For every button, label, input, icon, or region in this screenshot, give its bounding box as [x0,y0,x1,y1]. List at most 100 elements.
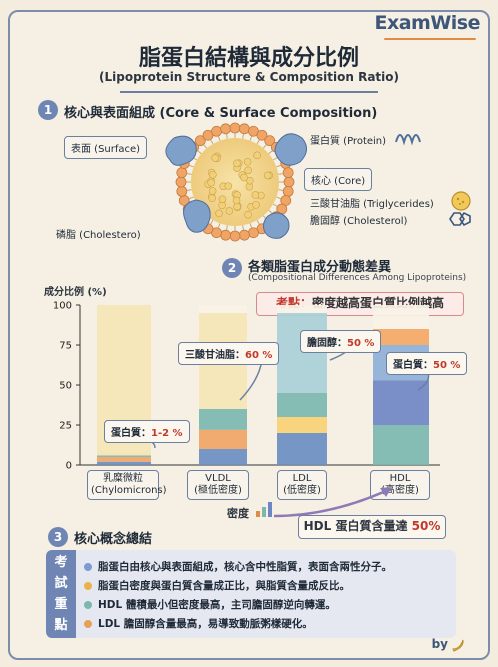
phospholipid-tail [242,225,245,231]
core-lipid-droplet [224,182,233,190]
summary-bullet-2: 脂蛋白密度與蛋白質含量成正比，與脂質含量成反比。 [84,578,350,593]
phospholipid-head [229,122,241,134]
phospholipid-head [220,123,232,135]
callout-hdl-protein-value: 50 % [433,360,461,371]
label-core: 核心 (Core) [304,168,373,191]
side-char-4: 點 [54,618,68,633]
category-ldl-name: LDL [292,473,312,484]
phospholipid-head [220,229,232,241]
y-tick-label: 50 [59,381,72,392]
core-lipid-droplet [225,207,234,215]
callout-chylo-protein: 蛋白質：1-2 % [104,420,190,443]
phospholipid-head [175,176,187,188]
y-tick-label: 100 [53,301,72,312]
triglyceride-droplet-icon [451,191,471,211]
core-lipid-droplet [252,201,260,209]
phospholipid-tail [262,144,267,149]
composition-stacked-bar-chart: 0 25 50 75 100 [53,301,440,472]
category-vldl: VLDL (極低密度) [187,470,249,500]
protein-blob-bottom-right [263,212,290,239]
density-bars-icon [256,502,272,517]
summary-bullet-1-text: 脂蛋白由核心與表面組成，核心含中性脂質，表面含兩性分子。 [98,561,392,573]
bar-segment-teal [277,393,327,417]
category-hdl-name: HDL [389,473,411,484]
y-tick-label: 25 [59,421,72,432]
core-lipid-droplet [263,171,272,180]
bullet-dot [84,582,92,590]
phospholipid-tail [256,139,260,145]
label-surface: 表面 (Surface) [64,136,148,159]
category-hdl-chinese: (高密度) [381,485,419,496]
density-axis-label: 密度 [227,507,249,520]
summary-bullet-4-text: LDL 膽固醇含量最高，易導致動脈粥樣硬化。 [98,618,313,630]
phospholipid-tail [276,196,282,200]
phospholipid-tail [256,219,260,225]
exam-highlight: 考點：密度越高蛋白質比例越高 [256,292,464,316]
summary-bullet-2-text: 脂蛋白密度與蛋白質含量成正比，與脂質含量成反比。 [98,580,350,592]
banana-icon [452,639,464,652]
callout-ldl-chol-value: 50 % [347,338,375,349]
callout-hdl-protein: 蛋白質：50 % [386,352,468,375]
core-lipid-droplet [215,209,223,218]
phospholipid-head [211,125,222,137]
core-lipid-droplet [244,166,252,175]
core-lipid-droplet [240,173,248,182]
bar-segment-teal [373,425,429,465]
bar-segment-blue [373,380,429,425]
core-lipid-droplet [233,159,241,168]
page-subtitle: (Lipoprotein Structure & Composition Rat… [98,70,400,84]
phospholipid-tail [197,150,202,155]
summary-side-label: 考 試 重 點 [46,550,76,638]
category-ldl-chinese: (低密度) [283,485,321,496]
phospholipid-tail [272,157,278,161]
phospholipid-tail [188,196,194,200]
summary-bullet-4: LDL 膽固醇含量最高，易導致動脈粥樣硬化。 [84,616,313,631]
phospholipid-head [238,229,250,241]
phospholipid-tail [225,133,228,139]
phospholipid-head [229,230,241,242]
category-vldl-chinese: (極低密度) [194,485,242,496]
category-chylomicrons: 乳糜微粒 (Chylomicrons) [87,470,167,500]
hdl-protein-summary: HDL 蛋白質含量達 50% [298,515,446,539]
bullet-dot [84,563,92,571]
phospholipid-tail [249,135,253,141]
core-lipid-droplet [211,154,220,162]
section-2-number: 2 [222,258,242,278]
phospholipid-head [264,135,276,147]
summary-bullet-3-text: HDL 體積最小但密度最高，主司膽固醇逆向轉運。 [98,599,336,611]
section-2-title: 各類脂蛋白成分動態差異 [248,260,392,275]
phospholipid-tail [217,223,221,229]
phospholipid-tail [278,189,284,192]
section-1-number: 1 [38,100,58,120]
side-char-1: 考 [54,555,68,570]
category-hdl: HDL (高密度) [370,470,430,500]
brand-logo: ExamWise [374,12,480,34]
chart-y-axis-label: 成分比例 (%) [44,287,107,298]
bar-segment-blue [97,461,151,465]
phospholipid-tail [186,172,192,175]
callout-vldl-tg-label: 三酸甘油脂： [185,350,245,361]
phospholipid-tail [186,189,192,192]
phospholipid-head [194,135,206,147]
core-lipid-droplet [208,187,217,195]
phospholipid-tail [278,172,284,175]
hdl-summary-value: 50% [411,519,441,533]
triglyceride-droplets [204,151,274,219]
section-3-title: 核心概念總結 [74,532,153,547]
protein-coil-icon [395,134,421,146]
phospholipid-head [176,167,188,179]
page-title: 脂蛋白結構與成分比例 [138,46,359,71]
bar-segment-teal [199,409,247,430]
core-lipid-droplet [218,195,227,204]
bar-segment-blue [277,433,327,465]
phospholipid-tail [268,209,273,214]
bar-segment-orange [199,429,247,449]
bar-segment-teal [97,455,151,457]
core-lipid-droplet [207,178,215,187]
phospholipid-tail [276,164,282,168]
core-lipid-droplet [209,170,217,179]
category-chylomicrons-name: 乳糜微粒 [103,473,143,484]
label-protein: 蛋白質 (Protein) [310,136,387,147]
phospholipid-head [176,185,188,197]
label-cholesterol: 膽固醇 (Cholesterol) [310,216,408,227]
